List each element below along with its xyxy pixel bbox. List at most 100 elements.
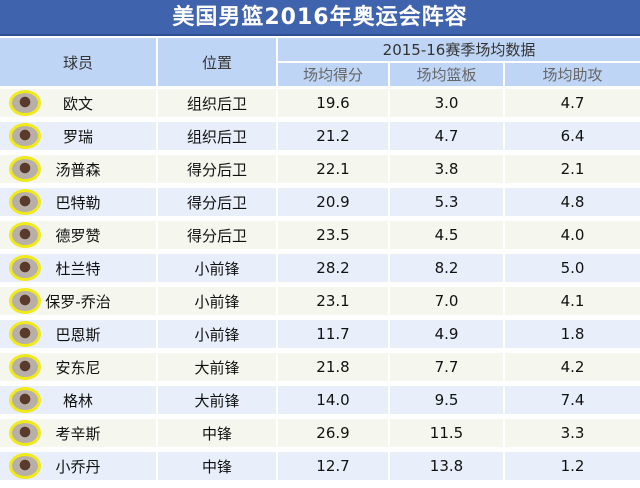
points-cell: 22.1 bbox=[278, 155, 388, 183]
assists-cell: 4.0 bbox=[505, 221, 640, 249]
player-cell: 巴特勒 bbox=[0, 188, 156, 216]
table-row: 欧文 组织后卫 19.6 3.0 4.7 bbox=[0, 89, 640, 117]
player-avatar bbox=[9, 387, 41, 413]
rebounds-cell: 7.0 bbox=[390, 287, 503, 315]
table-row: 巴恩斯 小前锋 11.7 4.9 1.8 bbox=[0, 320, 640, 348]
points-cell: 12.7 bbox=[278, 452, 388, 480]
player-name: 汤普森 bbox=[55, 160, 101, 179]
position-cell: 大前锋 bbox=[158, 353, 276, 381]
player-name: 安东尼 bbox=[55, 358, 101, 377]
position-cell: 中锋 bbox=[158, 419, 276, 447]
player-name: 罗瑞 bbox=[62, 127, 93, 146]
table-row: 巴特勒 得分后卫 20.9 5.3 4.8 bbox=[0, 188, 640, 216]
position-cell: 组织后卫 bbox=[158, 89, 276, 117]
player-name: 欧文 bbox=[62, 94, 93, 113]
assists-cell: 4.2 bbox=[505, 353, 640, 381]
assists-cell: 4.7 bbox=[505, 89, 640, 117]
position-cell: 中锋 bbox=[158, 452, 276, 480]
points-cell: 28.2 bbox=[278, 254, 388, 282]
points-cell: 21.8 bbox=[278, 353, 388, 381]
player-avatar bbox=[9, 321, 41, 347]
assists-cell: 2.1 bbox=[505, 155, 640, 183]
player-name: 考辛斯 bbox=[55, 424, 101, 443]
table-row: 考辛斯 中锋 26.9 11.5 3.3 bbox=[0, 419, 640, 447]
table-row: 罗瑞 组织后卫 21.2 4.7 6.4 bbox=[0, 122, 640, 150]
header-points: 场均得分 bbox=[278, 63, 388, 86]
assists-cell: 6.4 bbox=[505, 122, 640, 150]
player-cell: 小乔丹 bbox=[0, 452, 156, 480]
points-cell: 11.7 bbox=[278, 320, 388, 348]
player-avatar bbox=[9, 222, 41, 248]
points-cell: 21.2 bbox=[278, 122, 388, 150]
points-cell: 23.5 bbox=[278, 221, 388, 249]
position-cell: 得分后卫 bbox=[158, 221, 276, 249]
points-cell: 20.9 bbox=[278, 188, 388, 216]
position-cell: 大前锋 bbox=[158, 386, 276, 414]
assists-cell: 4.1 bbox=[505, 287, 640, 315]
table-title: 美国男篮2016年奥运会阵容 bbox=[0, 0, 640, 36]
player-name: 杜兰特 bbox=[55, 259, 101, 278]
assists-cell: 1.2 bbox=[505, 452, 640, 480]
rebounds-cell: 4.7 bbox=[390, 122, 503, 150]
table-row: 安东尼 大前锋 21.8 7.7 4.2 bbox=[0, 353, 640, 381]
player-avatar bbox=[9, 354, 41, 380]
position-cell: 小前锋 bbox=[158, 320, 276, 348]
player-cell: 保罗-乔治 bbox=[0, 287, 156, 315]
position-cell: 组织后卫 bbox=[158, 122, 276, 150]
player-cell: 安东尼 bbox=[0, 353, 156, 381]
player-name: 保罗-乔治 bbox=[45, 292, 111, 311]
player-avatar bbox=[9, 123, 41, 149]
header-assists: 场均助攻 bbox=[505, 63, 640, 86]
player-name: 格林 bbox=[62, 391, 93, 410]
rebounds-cell: 5.3 bbox=[390, 188, 503, 216]
rebounds-cell: 9.5 bbox=[390, 386, 503, 414]
table-row: 德罗赞 得分后卫 23.5 4.5 4.0 bbox=[0, 221, 640, 249]
player-cell: 汤普森 bbox=[0, 155, 156, 183]
player-cell: 欧文 bbox=[0, 89, 156, 117]
player-name: 巴特勒 bbox=[55, 193, 101, 212]
player-cell: 罗瑞 bbox=[0, 122, 156, 150]
table-row: 保罗-乔治 小前锋 23.1 7.0 4.1 bbox=[0, 287, 640, 315]
points-cell: 26.9 bbox=[278, 419, 388, 447]
position-cell: 小前锋 bbox=[158, 287, 276, 315]
table-row: 汤普森 得分后卫 22.1 3.8 2.1 bbox=[0, 155, 640, 183]
player-avatar bbox=[9, 420, 41, 446]
assists-cell: 4.8 bbox=[505, 188, 640, 216]
rebounds-cell: 11.5 bbox=[390, 419, 503, 447]
header-position: 位置 bbox=[158, 38, 276, 86]
header-player: 球员 bbox=[0, 38, 156, 86]
assists-cell: 5.0 bbox=[505, 254, 640, 282]
assists-cell: 1.8 bbox=[505, 320, 640, 348]
player-avatar bbox=[9, 189, 41, 215]
points-cell: 14.0 bbox=[278, 386, 388, 414]
table-row: 格林 大前锋 14.0 9.5 7.4 bbox=[0, 386, 640, 414]
points-cell: 19.6 bbox=[278, 89, 388, 117]
rebounds-cell: 3.0 bbox=[390, 89, 503, 117]
player-name: 巴恩斯 bbox=[55, 325, 101, 344]
player-cell: 德罗赞 bbox=[0, 221, 156, 249]
header-stats-group: 2015-16赛季场均数据 bbox=[278, 38, 640, 61]
player-cell: 考辛斯 bbox=[0, 419, 156, 447]
position-cell: 小前锋 bbox=[158, 254, 276, 282]
player-name: 德罗赞 bbox=[55, 226, 101, 245]
player-avatar bbox=[9, 90, 41, 116]
player-cell: 巴恩斯 bbox=[0, 320, 156, 348]
player-avatar bbox=[9, 288, 41, 314]
rebounds-cell: 4.5 bbox=[390, 221, 503, 249]
header-rebounds: 场均篮板 bbox=[390, 63, 503, 86]
table-row: 小乔丹 中锋 12.7 13.8 1.2 bbox=[0, 452, 640, 480]
assists-cell: 3.3 bbox=[505, 419, 640, 447]
player-avatar bbox=[9, 255, 41, 281]
player-avatar bbox=[9, 453, 41, 479]
player-avatar bbox=[9, 156, 41, 182]
position-cell: 得分后卫 bbox=[158, 188, 276, 216]
position-cell: 得分后卫 bbox=[158, 155, 276, 183]
rebounds-cell: 3.8 bbox=[390, 155, 503, 183]
rebounds-cell: 8.2 bbox=[390, 254, 503, 282]
rebounds-cell: 7.7 bbox=[390, 353, 503, 381]
player-cell: 杜兰特 bbox=[0, 254, 156, 282]
player-name: 小乔丹 bbox=[55, 457, 101, 476]
points-cell: 23.1 bbox=[278, 287, 388, 315]
player-cell: 格林 bbox=[0, 386, 156, 414]
rebounds-cell: 4.9 bbox=[390, 320, 503, 348]
